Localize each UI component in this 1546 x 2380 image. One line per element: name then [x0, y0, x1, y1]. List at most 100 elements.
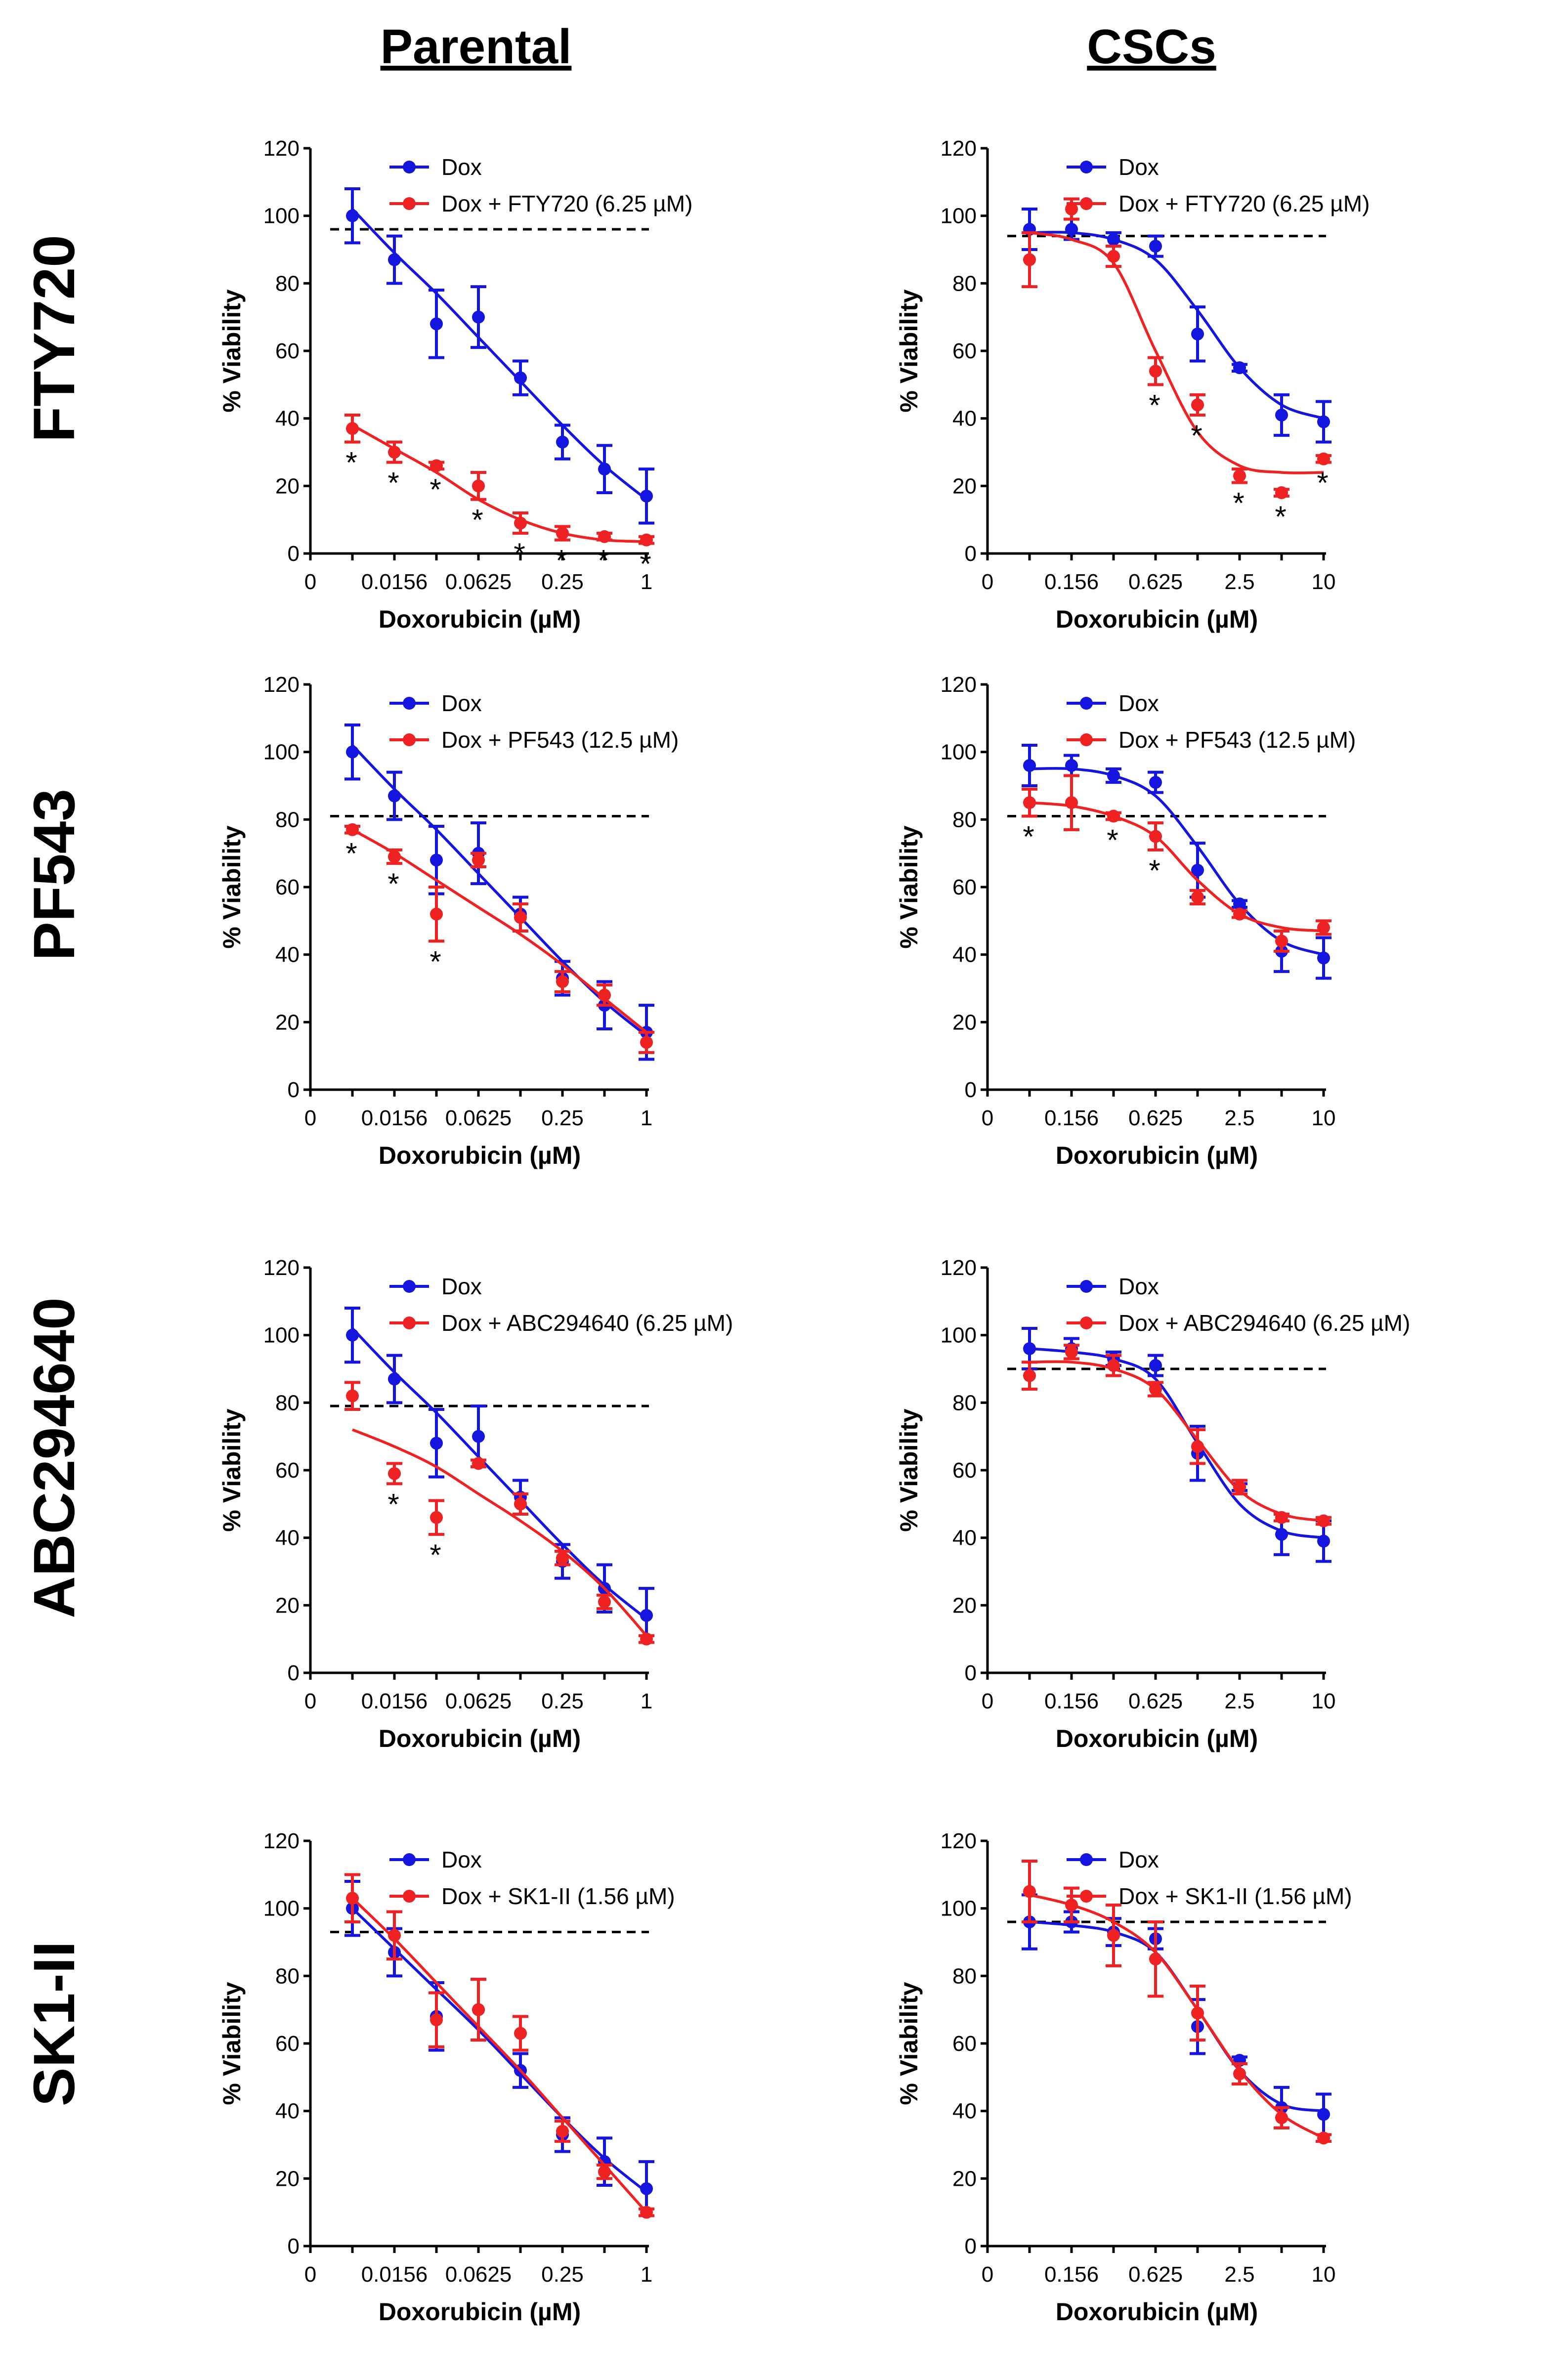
legend-item-dox: Dox — [389, 1847, 482, 1872]
series-dox — [1022, 1893, 1331, 2136]
data-point — [472, 1430, 485, 1443]
legend-label: Dox + ABC294640 (6.25 µM) — [1118, 1310, 1410, 1336]
data-point — [514, 516, 527, 530]
significance-star: * — [598, 544, 609, 577]
y-tick-label: 0 — [965, 1661, 977, 1685]
significance-star: * — [387, 1488, 399, 1521]
x-tick-label: 0.0625 — [445, 1106, 512, 1130]
x-tick-label: 2.5 — [1224, 2262, 1254, 2287]
data-point — [640, 1632, 653, 1646]
significance-star: * — [514, 537, 525, 570]
x-axis-label: Doxorubicin (µM) — [379, 1142, 581, 1169]
x-tick-label: 0 — [982, 570, 993, 594]
legend-label: Dox — [441, 154, 482, 180]
y-tick-label: 120 — [941, 1829, 977, 1853]
significance-star: * — [429, 945, 441, 978]
y-tick-label: 0 — [288, 2234, 300, 2258]
y-tick-label: 0 — [965, 542, 977, 566]
legend-marker — [403, 1280, 416, 1293]
legend-item-dox: Dox — [389, 154, 482, 180]
data-point — [1191, 398, 1204, 412]
data-point — [1065, 796, 1078, 809]
data-point — [472, 853, 485, 867]
legend-label: Dox + PF543 (12.5 µM) — [441, 727, 679, 753]
x-tick-label: 0 — [982, 1689, 993, 1713]
y-tick-label: 40 — [275, 407, 300, 431]
data-point — [556, 2125, 569, 2138]
legend-marker — [403, 733, 416, 746]
x-tick-label: 0.156 — [1044, 2262, 1099, 2287]
data-point — [1317, 1514, 1330, 1528]
significance-star: * — [640, 548, 651, 581]
x-tick-label: 0.625 — [1128, 2262, 1183, 2287]
data-point — [1149, 776, 1162, 789]
x-tick-label: 0.156 — [1044, 1689, 1099, 1713]
data-point — [640, 2182, 653, 2195]
data-point — [430, 2013, 443, 2027]
legend-label: Dox — [1118, 1274, 1159, 1299]
x-tick-label: 0 — [982, 2262, 993, 2287]
series-dox — [1022, 208, 1331, 444]
data-point — [346, 1389, 359, 1402]
x-tick-label: 0.625 — [1128, 1106, 1183, 1130]
x-tick-label: 0.156 — [1044, 570, 1099, 594]
legend-label: Dox + FTY720 (6.25 µM) — [1118, 191, 1370, 216]
data-point — [1149, 240, 1162, 253]
significance-star: * — [472, 504, 483, 537]
y-tick-label: 0 — [288, 1078, 300, 1102]
y-tick-label: 80 — [275, 1964, 300, 1988]
y-tick-label: 0 — [965, 1078, 977, 1102]
y-axis-label: % Viability — [895, 825, 923, 948]
panel-sk1-ii-parental: 0 20 40 60 80 100 120 0 0.0156 0.0625 0.25 1 Doxorub… — [218, 1829, 675, 2326]
y-axis-label: % Viability — [218, 1408, 246, 1531]
x-tick-label: 0.25 — [541, 1689, 584, 1713]
data-point — [1233, 897, 1246, 911]
data-point — [1149, 830, 1162, 843]
y-tick-label: 80 — [952, 1391, 977, 1415]
x-tick-label: 1 — [641, 2262, 652, 2287]
x-tick-label: 10 — [1312, 1689, 1336, 1713]
significance-star: * — [1233, 487, 1244, 520]
significance-star: * — [345, 446, 357, 479]
legend-item-combination: Dox + FTY720 (6.25 µM) — [1067, 191, 1370, 216]
y-tick-label: 60 — [952, 339, 977, 363]
data-point — [388, 1467, 401, 1480]
y-tick-label: 40 — [952, 407, 977, 431]
fit-curve — [1029, 231, 1324, 420]
legend-marker — [1080, 1317, 1093, 1329]
data-point — [1065, 1898, 1078, 1912]
data-point — [472, 310, 485, 324]
data-point — [1317, 921, 1330, 934]
y-axis-label: % Viability — [218, 1982, 246, 2105]
x-tick-label: 10 — [1312, 1106, 1336, 1130]
legend-label: Dox — [1118, 1847, 1159, 1872]
fit-curve — [1029, 1347, 1324, 1539]
y-tick-label: 40 — [952, 943, 977, 967]
data-point — [598, 1595, 611, 1609]
data-point — [1191, 327, 1204, 340]
y-tick-label: 60 — [275, 2032, 300, 2056]
y-tick-label: 20 — [275, 474, 300, 498]
legend-label: Dox — [1118, 154, 1159, 180]
x-axis-label: Doxorubicin (µM) — [379, 1725, 581, 1752]
data-point — [598, 988, 611, 1002]
data-point — [472, 479, 485, 493]
y-tick-label: 80 — [952, 808, 977, 832]
panel-pf543-cscs: 0 20 40 60 80 100 120 0 0.156 0.625 2.5 10 Doxorubic… — [895, 673, 1356, 1169]
y-tick-label: 20 — [275, 2167, 300, 2191]
panel-abc294640-parental: 0 20 40 60 80 100 120 0 0.0156 0.0625 0.25 1 Doxorub… — [218, 1256, 733, 1752]
data-point — [640, 533, 653, 547]
row-title-pf543: PF543 — [22, 789, 87, 961]
data-point — [346, 1328, 359, 1342]
x-tick-label: 0 — [982, 1106, 993, 1130]
data-point — [1275, 935, 1288, 948]
data-point — [1107, 809, 1120, 823]
data-point — [1317, 415, 1330, 428]
data-point — [640, 489, 653, 503]
legend-item-combination: Dox + SK1-II (1.56 µM) — [389, 1883, 675, 1909]
series-combination — [1022, 1344, 1331, 1528]
x-tick-label: 2.5 — [1224, 1106, 1254, 1130]
significance-star: * — [1107, 823, 1118, 856]
y-tick-label: 120 — [263, 136, 300, 161]
data-point — [472, 2003, 485, 2016]
